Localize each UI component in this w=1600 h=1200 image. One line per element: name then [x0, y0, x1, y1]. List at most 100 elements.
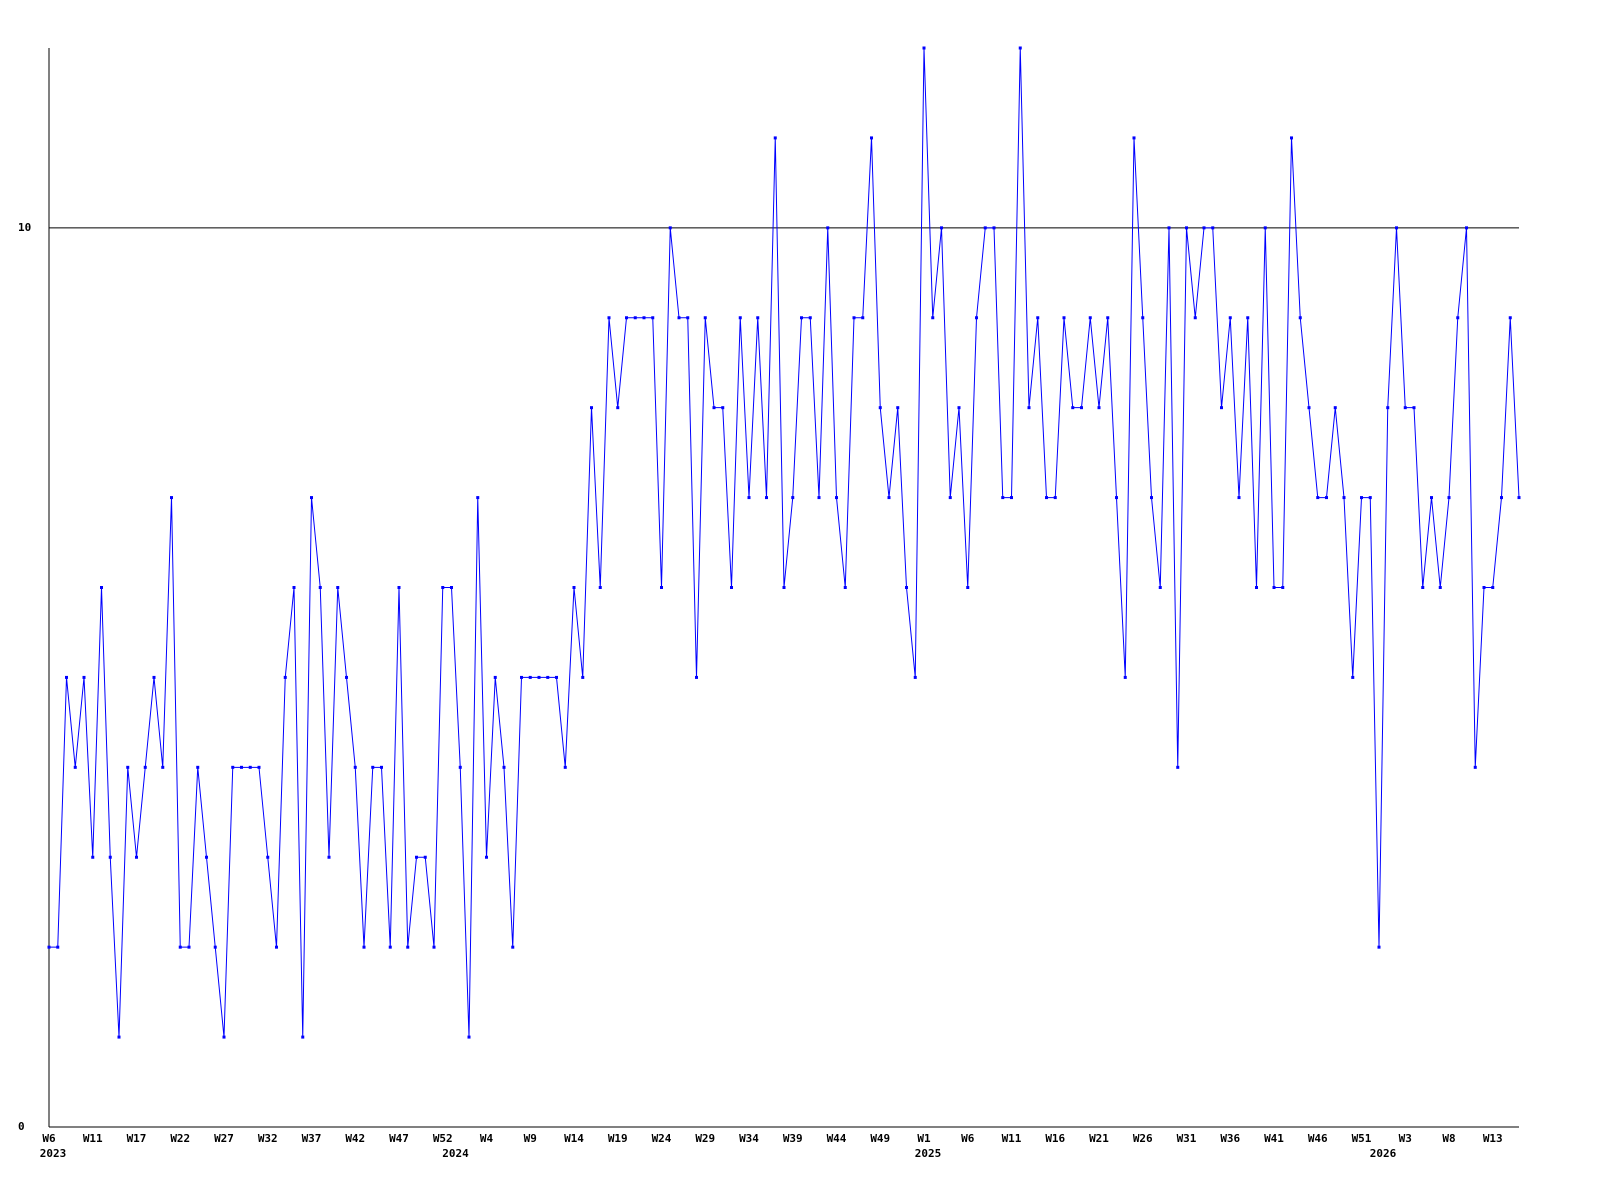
point	[362, 945, 366, 949]
point	[607, 316, 611, 320]
point	[1281, 586, 1285, 589]
year-label: 2025	[915, 1147, 942, 1160]
x-tick-label: W4	[480, 1132, 494, 1145]
point	[983, 226, 987, 230]
x-tick-label: W1	[917, 1132, 931, 1145]
point	[1010, 496, 1013, 500]
point	[677, 316, 681, 320]
point	[1456, 316, 1460, 320]
point	[791, 496, 795, 500]
point	[135, 855, 138, 859]
point	[213, 945, 217, 949]
point	[1246, 316, 1250, 320]
point	[1508, 316, 1512, 320]
point	[520, 675, 523, 679]
x-tick-label: W51	[1352, 1132, 1372, 1145]
point	[310, 496, 313, 500]
point	[467, 1035, 471, 1039]
point	[178, 945, 182, 949]
point	[528, 675, 532, 679]
point	[1272, 586, 1276, 589]
point	[773, 136, 777, 140]
point	[992, 226, 996, 230]
x-tick-label: W49	[870, 1132, 890, 1145]
point	[642, 316, 646, 320]
x-tick-label: W42	[345, 1132, 365, 1145]
point	[1132, 136, 1136, 140]
point	[1430, 496, 1433, 500]
point	[1395, 226, 1398, 230]
point	[143, 765, 147, 769]
x-tick-label: W27	[214, 1132, 234, 1145]
point	[730, 586, 733, 589]
point	[563, 765, 567, 769]
point	[327, 855, 331, 859]
point	[878, 406, 882, 410]
point	[835, 496, 838, 500]
point	[738, 316, 742, 320]
x-tick-label: W52	[433, 1132, 453, 1145]
point	[826, 226, 830, 230]
x-tick-label: W21	[1089, 1132, 1109, 1145]
point	[1447, 496, 1451, 500]
point	[800, 316, 803, 320]
y-tick-label: 0	[18, 1120, 25, 1133]
point	[782, 586, 786, 589]
point	[896, 406, 900, 410]
point	[450, 586, 453, 589]
point	[625, 316, 628, 320]
point	[870, 136, 873, 140]
x-tick-label: W29	[695, 1132, 715, 1145]
point	[1193, 316, 1197, 320]
point	[1386, 406, 1390, 410]
point	[581, 675, 585, 679]
point	[152, 675, 156, 679]
x-tick-label: W39	[783, 1132, 803, 1145]
year-label: 2024	[442, 1147, 469, 1160]
point	[703, 316, 707, 320]
point	[1325, 496, 1328, 500]
point	[345, 675, 348, 679]
x-tick-label: W44	[827, 1132, 847, 1145]
point	[887, 496, 891, 500]
point	[423, 855, 427, 859]
point	[1176, 765, 1180, 769]
point	[922, 46, 926, 50]
point	[957, 406, 961, 410]
point	[1333, 406, 1337, 410]
x-tick-label: W8	[1442, 1132, 1455, 1145]
point	[1307, 406, 1311, 410]
point	[940, 226, 943, 230]
point	[257, 765, 261, 769]
point	[91, 855, 95, 859]
point	[660, 586, 663, 589]
y-tick-label: 10	[18, 221, 31, 234]
point	[1088, 316, 1092, 320]
point	[161, 765, 165, 769]
point	[948, 496, 952, 500]
point	[852, 316, 856, 320]
x-tick-label: W13	[1483, 1132, 1503, 1145]
x-tick-label: W17	[127, 1132, 147, 1145]
point	[1036, 316, 1040, 320]
point	[1316, 496, 1320, 500]
year-label: 2023	[40, 1147, 67, 1160]
point	[65, 675, 68, 679]
point	[415, 855, 418, 859]
point	[1403, 406, 1407, 410]
point	[292, 586, 296, 589]
point	[1097, 406, 1101, 410]
point	[1298, 316, 1302, 320]
point	[1167, 226, 1171, 230]
point	[1141, 316, 1145, 320]
x-tick-label: W32	[258, 1132, 278, 1145]
x-tick-label: W37	[302, 1132, 322, 1145]
point	[712, 406, 716, 410]
point	[406, 945, 410, 949]
point	[493, 675, 497, 679]
point	[1377, 945, 1381, 949]
point	[616, 406, 620, 410]
point	[73, 765, 77, 769]
